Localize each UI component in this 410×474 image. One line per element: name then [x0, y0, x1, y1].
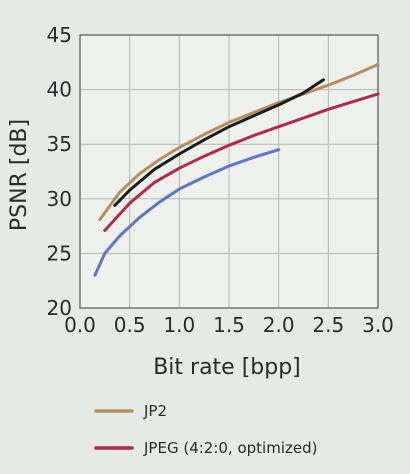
- plot-frame: [79, 34, 379, 309]
- x-tick-label: 1.5: [213, 313, 245, 337]
- x-tick-label: 0.0: [64, 313, 96, 337]
- x-tick-label: 2.0: [263, 313, 295, 337]
- x-tick-label: 2.5: [312, 313, 344, 337]
- series-line-3: [113, 78, 325, 207]
- legend-label: JPEG (4:2:0, optimized): [143, 439, 317, 457]
- legend-item: JPEG (4:2:0, optimized): [94, 439, 317, 457]
- y-tick-label: 40: [47, 78, 72, 102]
- x-axis-label: Bit rate [bpp]: [153, 355, 301, 380]
- y-tick-label: 25: [47, 241, 72, 265]
- y-tick-label: 20: [47, 296, 72, 320]
- legend: JP2 JPEG (4:2:0, optimized): [94, 402, 317, 457]
- x-tick-labels: 0.0 0.5 1.0 1.5 2.0 2.5 3.0: [64, 313, 394, 337]
- y-tick-labels: 20 25 30 35 40 45: [47, 23, 72, 320]
- y-tick-label: 45: [47, 23, 72, 47]
- x-tick-label: 0.5: [114, 313, 146, 337]
- y-axis-label: PSNR [dB]: [7, 119, 32, 231]
- series-line-1: [98, 63, 380, 221]
- y-tick-label: 35: [47, 132, 72, 156]
- grid: [79, 34, 379, 309]
- legend-item: JP2: [94, 402, 167, 420]
- x-tick-label: 1.0: [163, 313, 195, 337]
- x-tick-label: 3.0: [362, 313, 394, 337]
- legend-label: JP2: [143, 402, 167, 420]
- series-group: [93, 63, 380, 277]
- series-line-4: [93, 148, 281, 277]
- series-line-2: [103, 92, 380, 232]
- y-tick-label: 30: [47, 187, 72, 211]
